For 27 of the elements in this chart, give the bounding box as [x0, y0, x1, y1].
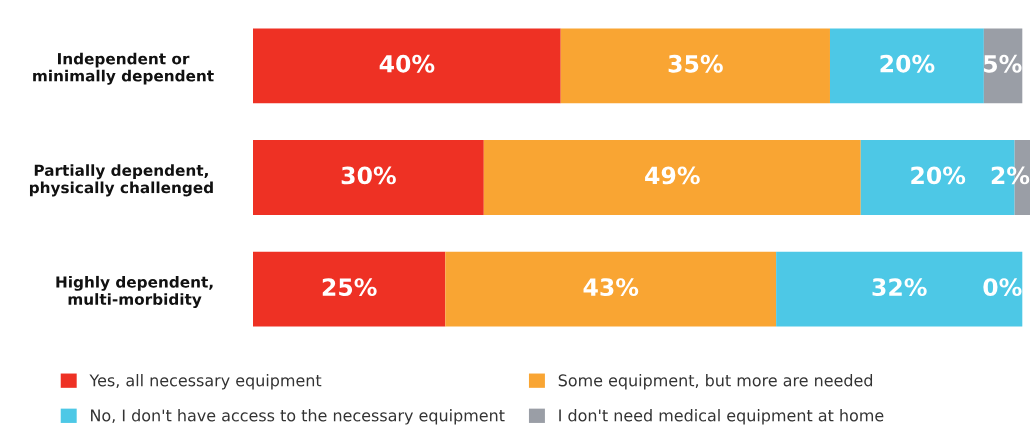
bar: [776, 251, 1023, 327]
data-label: 20%: [880, 54, 935, 73]
data-label: 0%: [983, 278, 1022, 297]
bar: [445, 251, 777, 327]
data-label: 30%: [341, 166, 396, 185]
bar: [829, 28, 984, 104]
bar: [483, 140, 861, 215]
data-label: 32%: [872, 278, 927, 297]
data-label: 35%: [668, 54, 723, 73]
legend-label: Some equipment, but more are needed: [558, 374, 873, 390]
y-tick-label: Partially dependent, physically challenged: [29, 164, 213, 197]
data-label: 2%: [991, 166, 1030, 185]
data-label: 49%: [645, 166, 700, 185]
bar: [253, 251, 446, 327]
legend-label: Yes, all necessary equipment: [89, 374, 322, 390]
data-label: 20%: [911, 166, 966, 185]
data-label: 25%: [322, 278, 377, 297]
y-tick-label: Highly dependent, multi-morbidity: [56, 275, 213, 309]
data-label: 40%: [379, 54, 435, 73]
bar: [253, 28, 561, 104]
data-label: 43%: [583, 278, 639, 297]
legend-label: No, I don't have access to the necessary equipment: [91, 409, 505, 425]
y-tick-label: Independent or minimally dependent: [33, 52, 214, 85]
bar: [560, 28, 830, 104]
bar: [253, 140, 484, 215]
data-label: 5%: [984, 54, 1022, 73]
legend-label: I don't need medical equipment at home: [559, 409, 884, 425]
